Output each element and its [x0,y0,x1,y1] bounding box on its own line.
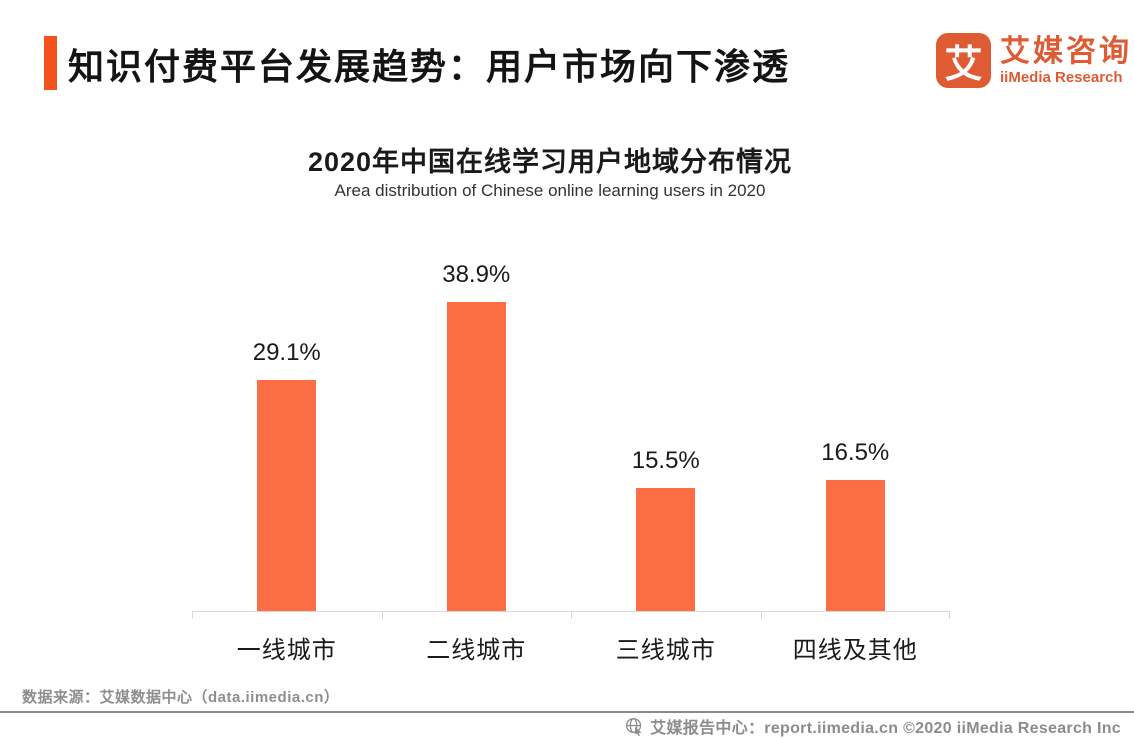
chart-subtitle: Area distribution of Chinese online lear… [334,181,766,200]
bar-value-label: 38.9% [442,261,511,288]
globe-cursor-icon [626,717,642,736]
x-axis-labels: 一线城市 二线城市 三线城市 四线及其他 [192,630,950,665]
x-axis-label: 二线城市 [426,637,527,664]
axis-tick [381,612,383,619]
bar-value-label: 15.5% [631,447,700,474]
chart-title: 2020年中国在线学习用户地域分布情况 [307,147,793,177]
footer-text: 艾媒报告中心：report.iimedia.cn ©2020 iiMedia R… [650,720,1121,737]
logo-text: 艾媒咨询 iiMedia Research [1000,35,1132,86]
bar [825,480,885,611]
footer: 艾媒报告中心：report.iimedia.cn ©2020 iiMedia R… [625,715,1121,737]
bar-chart-plot: 29.1% 38.9% 15.5% 16.5% [192,239,950,611]
footer-divider [0,711,1134,713]
page-title: 知识付费平台发展趋势：用户市场向下渗透 [68,46,791,87]
bar-value-label: 16.5% [821,439,890,466]
x-axis-label: 四线及其他 [792,637,918,664]
bar-group: 38.9% [382,239,572,611]
axis-tick [949,612,950,619]
title-accent-bar [44,36,57,90]
axis-tick [760,612,762,619]
x-axis-line [192,611,950,619]
bar [446,302,506,611]
axis-tick [571,612,572,619]
x-axis-label: 一线城市 [236,637,337,664]
bar-group: 29.1% [192,239,382,611]
logo-name-cn: 艾媒咨询 [1000,35,1132,68]
logo-name-en: iiMedia Research [1000,69,1123,86]
bar-group: 16.5% [761,239,951,611]
logo-glyph: 艾 [944,44,983,86]
source-note: 数据来源：艾媒数据中心（data.iimedia.cn） [22,689,340,706]
bar [257,380,317,611]
iimedia-logo-icon: 艾 [936,33,991,88]
bar-value-label: 29.1% [252,339,321,366]
brand-logo: 艾 艾媒咨询 iiMedia Research [936,33,1132,88]
bar [636,488,696,611]
bar-group: 15.5% [571,239,761,611]
axis-tick [192,612,193,619]
x-axis-label: 三线城市 [615,637,716,664]
